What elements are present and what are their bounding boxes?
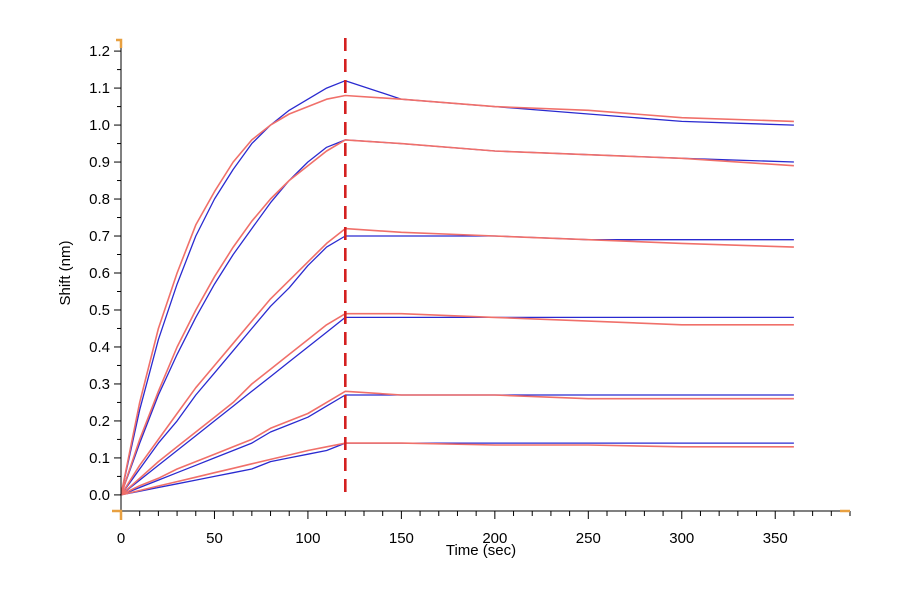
- x-axis-title: Time (sec): [446, 542, 516, 559]
- y-tick-label: 1.0: [89, 117, 110, 134]
- fit-curve-1: [120, 139, 794, 496]
- x-tick-label: 300: [669, 530, 694, 547]
- y-tick-label: 0.9: [89, 154, 110, 171]
- fit-curve-3: [120, 312, 794, 496]
- measured-curve-0: [120, 80, 794, 496]
- fit-curve-5: [120, 442, 794, 496]
- x-tick-label: 200: [482, 530, 507, 547]
- y-axis-title: Shift (nm): [57, 240, 74, 305]
- y-tick-label: 0.0: [89, 487, 110, 504]
- x-tick-label: 150: [389, 530, 414, 547]
- y-tick-label: 1.1: [89, 80, 110, 97]
- axis-corner-bottom-left: [112, 509, 123, 520]
- y-tick-label: 0.5: [89, 302, 110, 319]
- measured-curve-5: [120, 442, 794, 496]
- fit-curve-2: [120, 227, 794, 496]
- axis-corner-top-left: [116, 38, 123, 48]
- x-tick-label: 350: [763, 530, 788, 547]
- fit-curve-4: [120, 390, 794, 496]
- measured-curve-3: [120, 316, 794, 496]
- x-tick-label: 0: [117, 530, 125, 547]
- y-tick-label: 0.2: [89, 413, 110, 430]
- y-tick-label: 0.3: [89, 376, 110, 393]
- x-tick-label: 100: [295, 530, 320, 547]
- y-tick-label: 0.7: [89, 228, 110, 245]
- fit-curve-0: [120, 94, 794, 496]
- y-tick-label: 1.2: [89, 43, 110, 60]
- y-tick-label: 0.6: [89, 265, 110, 282]
- plot-area: [120, 38, 794, 500]
- x-tick-label: 250: [576, 530, 601, 547]
- y-tick-label: 0.4: [89, 339, 110, 356]
- axes: 0.0 0.1 0.2 0.3 0.4 0.5 0.6 0.7 0.8 0.9 1.0 1.1 1.2 0…: [89, 38, 851, 547]
- y-tick-label: 0.8: [89, 191, 110, 208]
- y-tick-label: 0.1: [89, 450, 110, 467]
- x-tick-label: 50: [206, 530, 223, 547]
- measured-curve-2: [120, 235, 794, 496]
